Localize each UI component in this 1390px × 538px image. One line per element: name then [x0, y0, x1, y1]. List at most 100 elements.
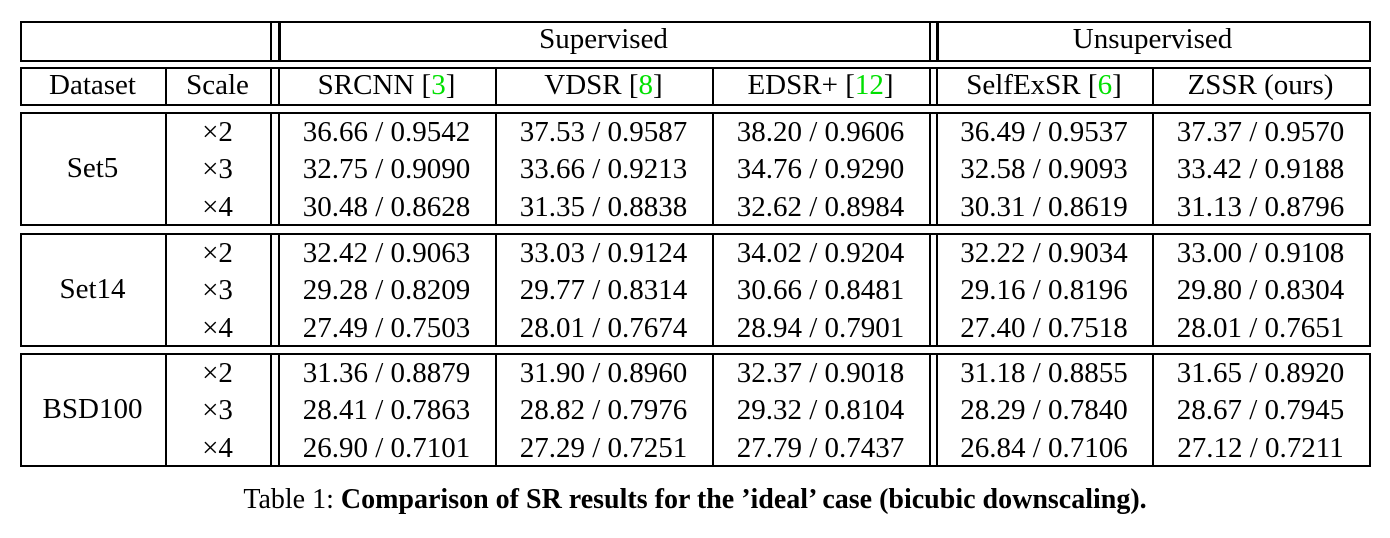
scale-cell-text: ×4 — [202, 431, 233, 464]
column-header-scale-text: Scale — [186, 69, 249, 101]
rule — [712, 112, 714, 226]
scale-cell: ×4 — [165, 430, 270, 467]
metric-cell: 28.41 / 0.7863 — [278, 392, 495, 429]
bracket: ] — [1112, 69, 1122, 101]
metric-cell-text: 36.49 / 0.9537 — [960, 116, 1128, 149]
caption-text: Comparison of SR results for the ’ideal’… — [340, 484, 1147, 515]
bracket: [ — [621, 69, 639, 101]
rule — [495, 353, 497, 467]
metric-cell-text: 28.01 / 0.7651 — [1176, 311, 1345, 344]
rule — [20, 353, 1371, 355]
scale-cell-text: ×3 — [202, 274, 233, 307]
rule — [165, 112, 167, 226]
metric-cell: 31.35 / 0.8838 — [495, 189, 712, 226]
rule — [1369, 67, 1371, 106]
metric-cell: 31.90 / 0.8960 — [495, 355, 712, 392]
rule — [1369, 233, 1371, 347]
rule — [495, 233, 497, 347]
column-header-method: EDSR+ [12] — [712, 67, 929, 104]
metric-cell-text: 33.03 / 0.9124 — [519, 237, 688, 270]
metric-cell: 37.37 / 0.9570 — [1152, 114, 1369, 151]
metric-cell: 32.22 / 0.9034 — [936, 235, 1152, 272]
rule — [1152, 233, 1154, 347]
rule — [279, 21, 281, 62]
rule — [270, 112, 272, 226]
scale-cell: ×4 — [165, 189, 270, 226]
rule — [20, 60, 1371, 62]
metric-cell-text: 33.42 / 0.9188 — [1176, 153, 1345, 186]
scale-cell: ×2 — [165, 355, 270, 392]
metric-cell-text: 32.42 / 0.9063 — [302, 237, 471, 270]
method-name: VDSR — [544, 69, 622, 101]
metric-cell-text: 31.13 / 0.8796 — [1176, 190, 1345, 223]
citation-link[interactable]: 6 — [1097, 69, 1113, 101]
scale-cell: ×4 — [165, 310, 270, 347]
scale-cell-text: ×3 — [202, 153, 233, 186]
metric-cell-text: 29.80 / 0.8304 — [1176, 274, 1345, 307]
metric-cell: 30.66 / 0.8481 — [712, 272, 929, 309]
rule — [1369, 112, 1371, 226]
group-header-supervised-text: Supervised — [539, 23, 668, 55]
rule — [1369, 353, 1371, 467]
metric-cell: 32.58 / 0.9093 — [936, 151, 1152, 188]
rule — [278, 233, 280, 347]
metric-cell: 27.40 / 0.7518 — [936, 310, 1152, 347]
rule — [712, 67, 714, 106]
metric-cell-text: 31.65 / 0.8920 — [1176, 357, 1345, 390]
column-header-dataset: Dataset — [20, 67, 165, 104]
metric-cell-text: 32.75 / 0.9090 — [302, 153, 471, 186]
group-header-unsupervised: Unsupervised — [936, 21, 1369, 58]
metric-cell-text: 30.66 / 0.8481 — [736, 274, 905, 307]
scale-cell-text: ×4 — [202, 190, 233, 223]
dataset-label: BSD100 — [20, 353, 165, 465]
scale-cell: ×3 — [165, 272, 270, 309]
rule — [165, 353, 167, 467]
metric-cell: 33.42 / 0.9188 — [1152, 151, 1369, 188]
dataset-label-text: Set14 — [59, 272, 126, 305]
metric-cell-text: 27.40 / 0.7518 — [960, 311, 1128, 344]
metric-cell: 26.84 / 0.7106 — [936, 430, 1152, 467]
citation-link[interactable]: 12 — [854, 69, 884, 101]
citation-link[interactable]: 8 — [638, 69, 654, 101]
metric-cell-text: 28.41 / 0.7863 — [302, 394, 471, 427]
metric-cell: 29.80 / 0.8304 — [1152, 272, 1369, 309]
metric-cell-text: 32.22 / 0.9034 — [960, 237, 1128, 270]
metric-cell: 32.42 / 0.9063 — [278, 235, 495, 272]
metric-cell-text: 27.12 / 0.7211 — [1177, 431, 1344, 464]
rule — [929, 353, 931, 467]
metric-cell-text: 32.37 / 0.9018 — [736, 357, 905, 390]
scale-cell-text: ×2 — [202, 357, 233, 390]
metric-cell: 28.01 / 0.7674 — [495, 310, 712, 347]
metric-cell: 27.29 / 0.7251 — [495, 430, 712, 467]
group-header-supervised: Supervised — [278, 21, 929, 58]
rule — [1369, 21, 1371, 62]
rule — [936, 112, 938, 226]
column-header-method: ZSSR (ours) — [1152, 67, 1369, 104]
method-name: SelfExSR — [966, 69, 1081, 101]
scale-cell: ×3 — [165, 392, 270, 429]
rule — [20, 21, 1371, 23]
metric-cell: 33.00 / 0.9108 — [1152, 235, 1369, 272]
metric-cell: 36.66 / 0.9542 — [278, 114, 495, 151]
rule — [270, 233, 272, 347]
metric-cell: 32.37 / 0.9018 — [712, 355, 929, 392]
method-name: SRCNN — [317, 69, 415, 101]
column-header-method: SelfExSR [6] — [936, 67, 1152, 104]
rule — [936, 67, 938, 106]
metric-cell-text: 33.00 / 0.9108 — [1176, 237, 1345, 270]
metric-cell-text: 28.67 / 0.7945 — [1176, 394, 1345, 427]
metric-cell-text: 31.18 / 0.8855 — [960, 357, 1128, 390]
rule — [20, 233, 22, 347]
metric-cell: 29.28 / 0.8209 — [278, 272, 495, 309]
metric-cell-text: 36.66 / 0.9542 — [302, 116, 471, 149]
citation-link[interactable]: 3 — [431, 69, 446, 101]
metric-cell: 30.31 / 0.8619 — [936, 189, 1152, 226]
rule — [20, 112, 22, 226]
bracket: [ — [414, 69, 432, 101]
dataset-label: Set14 — [20, 233, 165, 345]
metric-cell-text: 31.35 / 0.8838 — [519, 190, 688, 223]
metric-cell: 28.67 / 0.7945 — [1152, 392, 1369, 429]
bracket: ] — [445, 69, 456, 101]
column-header-dataset-text: Dataset — [49, 69, 136, 101]
rule — [937, 21, 939, 62]
